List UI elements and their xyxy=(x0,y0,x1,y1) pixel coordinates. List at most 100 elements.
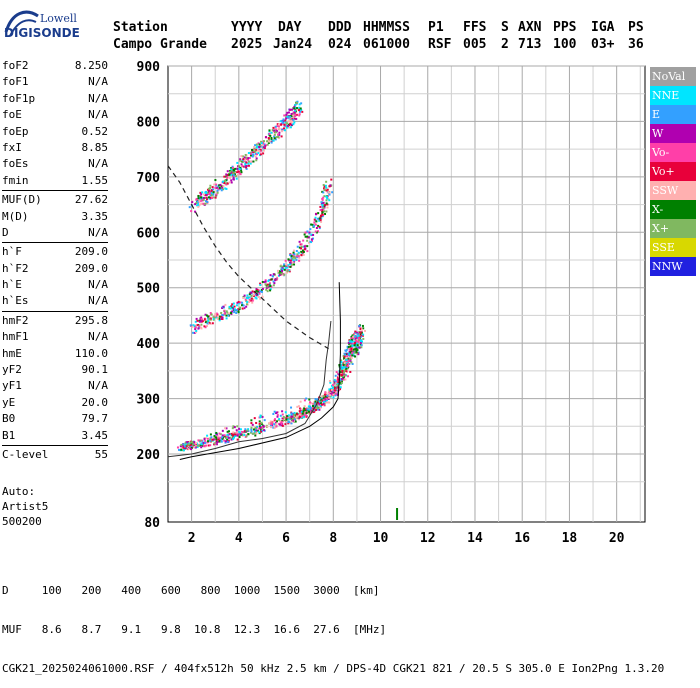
echo-point xyxy=(277,127,280,130)
echo-point xyxy=(258,427,261,430)
echo-point xyxy=(310,238,313,241)
header-label: YYYY xyxy=(231,20,263,35)
echo-point xyxy=(189,444,192,447)
echo-point xyxy=(227,176,230,179)
param-value: 27.62 xyxy=(74,193,108,207)
echo-point xyxy=(340,380,343,383)
echo-point xyxy=(209,322,212,325)
echo-point xyxy=(258,431,261,434)
echo-point xyxy=(326,188,329,191)
echo-point xyxy=(211,438,214,441)
param-value: 209.0 xyxy=(74,245,108,259)
echo-point xyxy=(199,200,202,203)
echo-point xyxy=(341,368,344,371)
echo-point xyxy=(181,444,184,447)
param-value: 3.45 xyxy=(81,428,109,442)
echo-point xyxy=(254,430,257,433)
file-footer: CGK21_2025024061000.RSF / 404fx512h 50 k… xyxy=(2,662,665,675)
echo-point xyxy=(250,430,253,433)
echo-point xyxy=(283,263,286,266)
echo-point xyxy=(284,265,287,268)
echo-point xyxy=(273,135,276,138)
echo-point xyxy=(303,405,306,408)
echo-point xyxy=(224,303,227,306)
echo-point xyxy=(306,245,309,248)
echo-point xyxy=(355,350,358,353)
echo-point xyxy=(312,237,315,240)
echo-point xyxy=(255,143,258,146)
echo-point xyxy=(187,447,190,450)
echo-point xyxy=(245,303,248,306)
echo-point xyxy=(321,395,324,398)
echo-point xyxy=(213,436,216,439)
echo-point xyxy=(278,131,281,134)
echo-point xyxy=(320,397,323,400)
echo-point xyxy=(283,417,286,420)
echo-point xyxy=(208,191,211,194)
echo-point xyxy=(292,123,295,126)
echo-point xyxy=(229,177,232,180)
echo-point xyxy=(212,438,215,441)
echo-point xyxy=(228,433,231,436)
echo-point xyxy=(211,322,214,325)
echo-point xyxy=(201,199,204,202)
echo-point xyxy=(264,145,267,148)
echo-point xyxy=(321,205,324,208)
echo-point xyxy=(195,445,198,448)
echo-point xyxy=(245,161,248,164)
echo-point xyxy=(243,294,246,297)
echo-point xyxy=(204,439,207,442)
echo-point xyxy=(254,427,257,430)
echo-point xyxy=(221,316,224,319)
echo-point xyxy=(315,226,318,229)
echo-point xyxy=(248,298,251,301)
echo-point xyxy=(289,259,292,262)
param-label: yF1 xyxy=(2,379,22,393)
header-label: HHMMSS xyxy=(363,20,410,35)
auto-label: Auto: xyxy=(2,485,36,498)
echo-point xyxy=(350,337,353,340)
echo-point xyxy=(322,208,325,211)
echo-point xyxy=(261,143,264,146)
echo-point xyxy=(290,113,293,116)
echo-point xyxy=(345,359,348,362)
echo-point xyxy=(293,253,296,256)
echo-point xyxy=(194,326,197,329)
echo-point xyxy=(359,343,362,346)
echo-point xyxy=(324,391,327,394)
echo-point xyxy=(217,438,220,441)
echo-point xyxy=(334,380,337,383)
echo-point xyxy=(221,185,224,188)
echo-point xyxy=(186,444,189,447)
echo-point xyxy=(245,158,248,161)
echo-point xyxy=(182,443,185,446)
echo-point xyxy=(339,363,342,366)
echo-point xyxy=(230,432,233,435)
echo-point xyxy=(277,123,280,126)
echo-point xyxy=(346,375,349,378)
echo-point xyxy=(272,273,275,276)
echo-point xyxy=(279,270,282,273)
echo-point xyxy=(226,440,229,443)
echo-point xyxy=(195,329,198,332)
echo-point xyxy=(232,433,235,436)
echo-point xyxy=(215,436,218,439)
echo-point xyxy=(236,173,239,176)
echo-point xyxy=(245,305,248,308)
echo-point xyxy=(241,165,244,168)
param-label: M(D) xyxy=(2,209,29,223)
echo-point xyxy=(300,416,303,419)
echo-point xyxy=(354,331,357,334)
echo-point xyxy=(359,328,362,331)
echo-point xyxy=(232,438,235,441)
echo-point xyxy=(215,312,218,315)
echo-point xyxy=(286,421,289,424)
echo-point xyxy=(199,439,202,442)
echo-point xyxy=(296,253,299,256)
echo-point xyxy=(298,114,301,117)
echo-point xyxy=(195,197,198,200)
param-value: 0.52 xyxy=(81,124,109,138)
echo-point xyxy=(211,197,214,200)
echo-point xyxy=(291,115,294,118)
echo-point xyxy=(257,152,260,155)
